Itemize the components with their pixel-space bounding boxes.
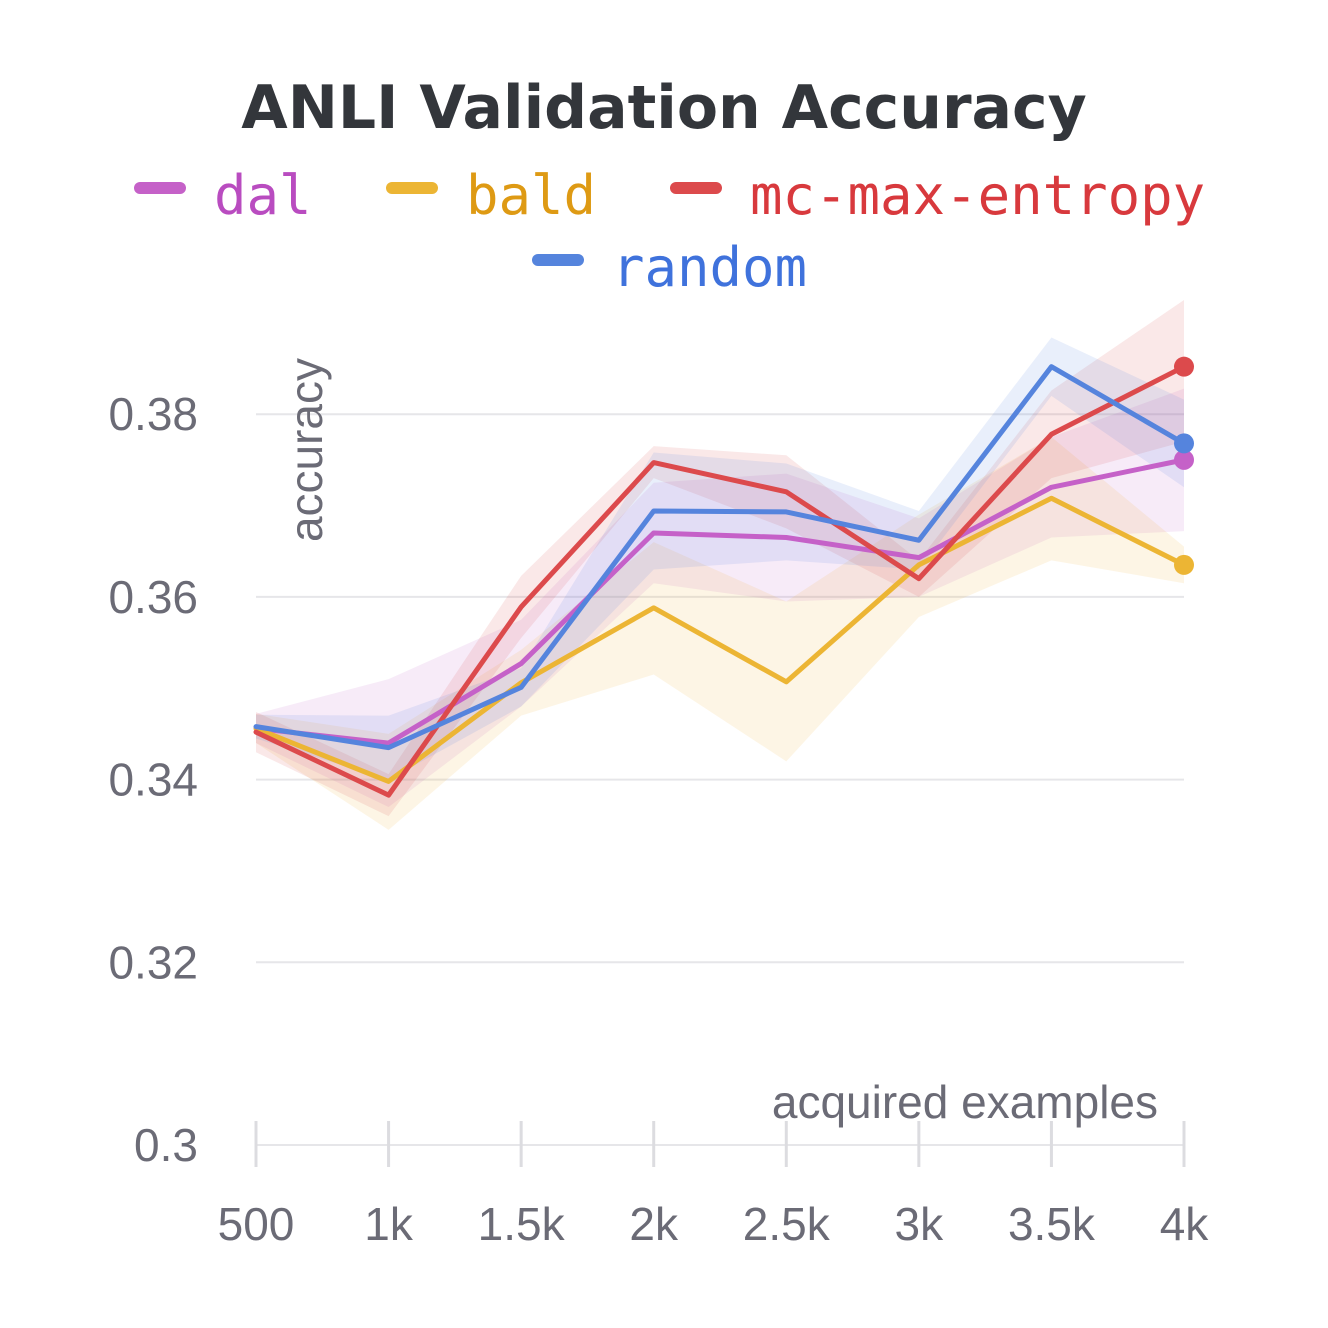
- x-tick-label: 1.5k: [478, 1198, 566, 1250]
- y-tick-label: 0.3: [134, 1119, 198, 1171]
- legend-label: mc-max-entropy: [750, 164, 1205, 227]
- line-mc-max-entropy: [253, 364, 1187, 798]
- legend: dal bald mc-max-entropy random: [134, 164, 1205, 299]
- x-tick-label: 2k: [629, 1198, 679, 1250]
- y-axis-ticks: 0.3 0.32 0.34 0.36 0.38: [108, 388, 198, 1171]
- grid-lines: [256, 413, 1184, 964]
- y-tick-label: 0.32: [108, 936, 198, 988]
- x-tick-label: 3k: [895, 1198, 945, 1250]
- end-points: [1174, 356, 1194, 575]
- legend-label: bald: [466, 164, 596, 227]
- band-bald: [256, 437, 1184, 830]
- legend-label: random: [612, 236, 807, 299]
- x-axis: 500 1k 1.5k 2k 2.5k 3k 3.5k 4k: [218, 1121, 1210, 1250]
- legend-item-dal[interactable]: dal: [134, 164, 312, 227]
- legend-label: dal: [214, 164, 312, 227]
- y-tick-label: 0.34: [108, 754, 198, 806]
- x-tick-label: 3.5k: [1008, 1198, 1096, 1250]
- point-bald: [1174, 554, 1194, 575]
- line-dal: [253, 457, 1187, 746]
- point-random: [1174, 433, 1194, 454]
- y-tick-label: 0.38: [108, 388, 198, 440]
- legend-swatch: [386, 182, 438, 194]
- point-mc-max-entropy: [1174, 356, 1194, 377]
- x-tick-label: 1k: [364, 1198, 414, 1250]
- legend-item-mc-max-entropy[interactable]: mc-max-entropy: [670, 164, 1205, 227]
- legend-swatch: [532, 254, 584, 266]
- y-axis-label: accuracy: [280, 358, 332, 542]
- legend-swatch: [670, 182, 722, 194]
- x-tick-label: 2.5k: [743, 1198, 831, 1250]
- x-axis-label: acquired examples: [772, 1076, 1158, 1128]
- band-random: [256, 337, 1184, 780]
- line-random: [253, 364, 1187, 751]
- legend-swatch: [134, 182, 186, 194]
- chart-title: ANLI Validation Accuracy: [241, 73, 1086, 143]
- x-tick-label: 500: [218, 1198, 295, 1250]
- x-tick-label: 4k: [1160, 1198, 1210, 1250]
- legend-item-bald[interactable]: bald: [386, 164, 596, 227]
- legend-item-random[interactable]: random: [532, 236, 807, 299]
- y-tick-label: 0.36: [108, 571, 198, 623]
- point-dal: [1174, 449, 1194, 470]
- series-lines: [253, 364, 1187, 798]
